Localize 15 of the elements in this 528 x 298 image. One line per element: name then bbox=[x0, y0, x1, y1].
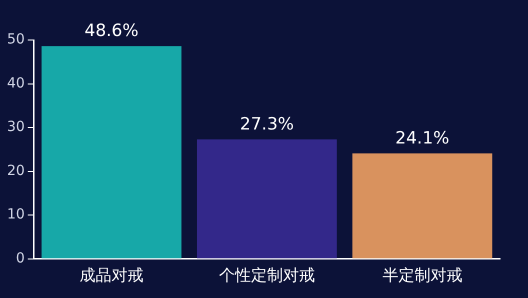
x-tick-label: 个性定制对戒 bbox=[218, 266, 315, 285]
y-tick-label: 40 bbox=[6, 75, 25, 92]
y-tick-label: 0 bbox=[16, 250, 25, 266]
x-tick-label: 半定制对戒 bbox=[382, 266, 462, 285]
data-label: 48.6% bbox=[84, 21, 139, 42]
y-tick-label: 30 bbox=[6, 119, 25, 136]
x-tick-label: 成品对戒 bbox=[80, 266, 144, 285]
y-tick-label: 20 bbox=[6, 162, 25, 179]
bar bbox=[42, 46, 182, 258]
data-label: 27.3% bbox=[240, 114, 294, 134]
bar bbox=[196, 139, 337, 258]
y-tick-label: 10 bbox=[6, 206, 25, 223]
data-label: 24.1% bbox=[395, 128, 450, 148]
y-tick-label: 50 bbox=[6, 32, 25, 48]
bar bbox=[352, 153, 492, 258]
